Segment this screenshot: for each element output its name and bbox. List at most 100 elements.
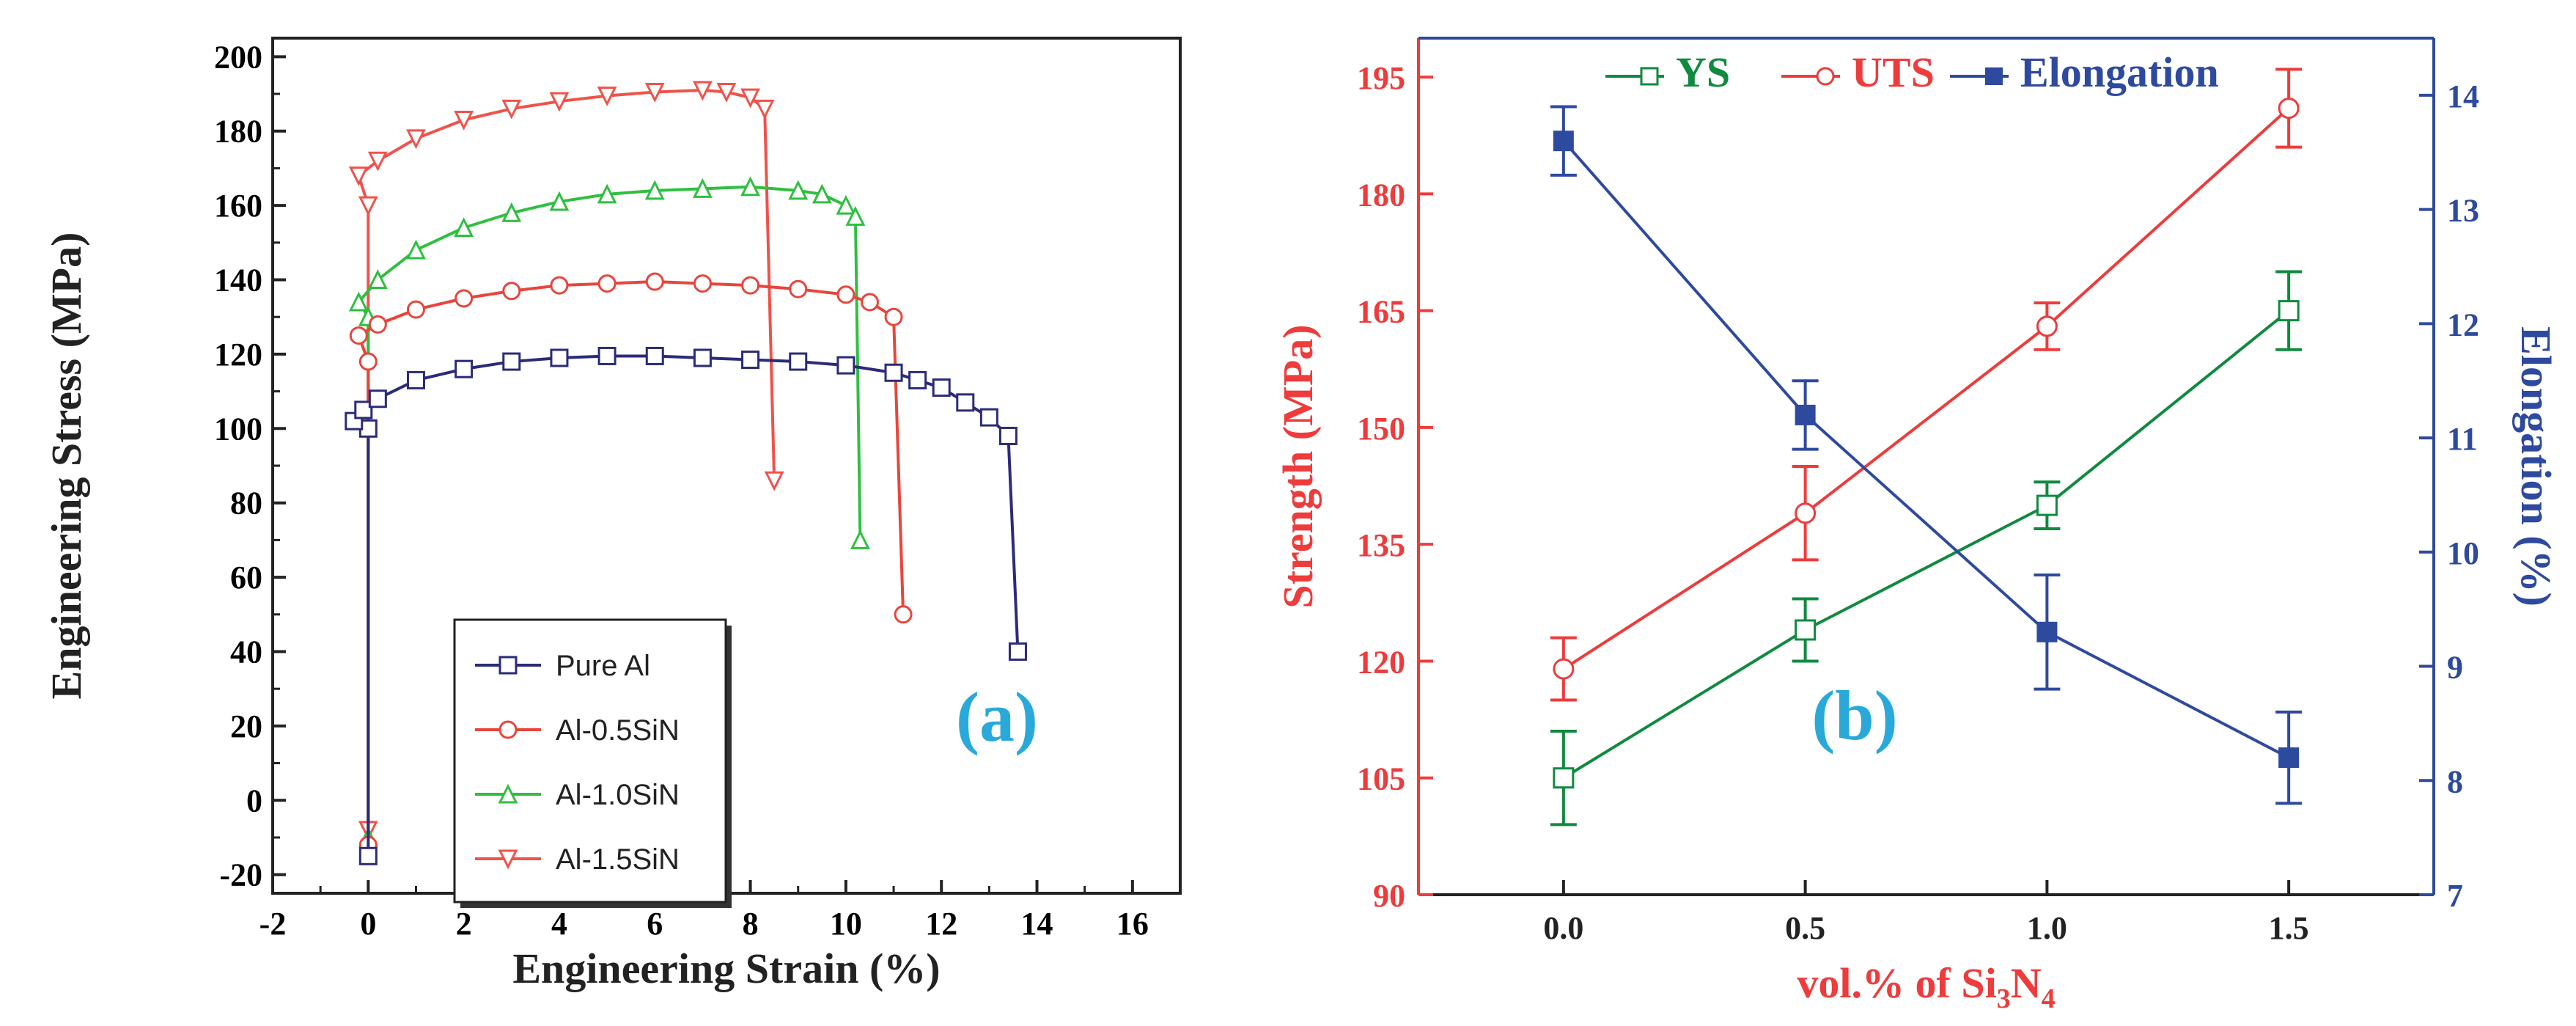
- data-point: [597, 274, 617, 293]
- data-point: [693, 274, 712, 293]
- data-point: [2278, 747, 2300, 769]
- legend-marker: [1640, 67, 1659, 86]
- data-point: [1553, 767, 1575, 789]
- data-point: [644, 180, 665, 200]
- left-y-tick-label: 195: [1357, 60, 1405, 96]
- data-point: [788, 180, 809, 200]
- x-label-subscript: 4: [2042, 983, 2056, 1014]
- x-tick-label: 10: [830, 906, 862, 942]
- y-tick-label: 140: [214, 263, 262, 298]
- data-point: [550, 348, 569, 367]
- left-y-tick-label: 150: [1357, 411, 1405, 447]
- x-label-part: vol.% of Si: [1797, 959, 1996, 1007]
- right-y-tick-label: 12: [2447, 307, 2479, 342]
- data-point: [644, 83, 665, 103]
- x-tick-label: 0.5: [1785, 910, 1825, 946]
- x-tick-label: 12: [925, 906, 957, 942]
- right-y-tick-label: 11: [2447, 421, 2478, 457]
- y-tick-label: -20: [219, 857, 262, 893]
- data-point: [979, 408, 998, 427]
- data-point: [2278, 98, 2300, 120]
- y-tick-label: 80: [230, 485, 262, 521]
- data-point: [998, 426, 1017, 445]
- data-point: [845, 205, 866, 226]
- left-y-tick-label: 105: [1357, 761, 1405, 797]
- data-point: [894, 605, 913, 624]
- y-tick-label: 180: [214, 114, 262, 150]
- data-point: [455, 289, 474, 308]
- data-point: [367, 269, 388, 290]
- data-point: [2036, 315, 2058, 337]
- data-point: [1553, 658, 1575, 680]
- data-point: [884, 363, 903, 382]
- data-point: [740, 176, 761, 197]
- legend-marker: [498, 656, 518, 675]
- right-y-tick-label: 14: [2447, 78, 2479, 114]
- data-point: [549, 191, 570, 211]
- data-point: [1553, 131, 1574, 152]
- data-point: [2278, 300, 2300, 322]
- legend-label: Elongation: [2020, 48, 2219, 96]
- x-tick-label: 1.0: [2027, 910, 2067, 946]
- data-point: [597, 87, 617, 106]
- data-point: [358, 196, 378, 216]
- data-point: [1008, 642, 1027, 661]
- data-point: [741, 276, 760, 295]
- x-tick-label: 2: [456, 906, 472, 942]
- left-y-axis-label: Strength (MPa): [1274, 324, 1322, 608]
- y-tick-label: 20: [230, 708, 262, 744]
- data-point: [884, 307, 903, 326]
- legend-marker: [1985, 67, 2003, 85]
- x-tick-label: 4: [551, 906, 567, 942]
- panel-label: (a): [956, 678, 1038, 756]
- legend-marker: [498, 849, 518, 870]
- right-y-tick-label: 8: [2447, 763, 2463, 799]
- x-tick-label: 14: [1021, 906, 1053, 942]
- right-y-axis-label: Elongation (%): [2512, 326, 2560, 607]
- data-point: [454, 111, 474, 131]
- y-axis-label: Engineering Stress (MPa): [43, 232, 90, 700]
- x-tick-label: 8: [743, 906, 759, 942]
- data-point: [932, 378, 951, 397]
- y-tick-label: 60: [230, 560, 262, 596]
- y-tick-label: 200: [214, 39, 262, 75]
- right-y-tick-label: 13: [2447, 193, 2479, 229]
- left-y-tick-label: 180: [1357, 177, 1405, 213]
- data-point: [550, 276, 569, 295]
- data-point: [455, 359, 474, 378]
- data-point: [645, 272, 664, 291]
- right-y-tick-label: 10: [2447, 535, 2479, 571]
- legend-label: Al-1.0SiN: [556, 779, 680, 811]
- data-point: [716, 83, 737, 103]
- data-point: [349, 326, 368, 345]
- x-axis-label: Engineering Strain (%): [512, 945, 940, 992]
- data-point: [502, 282, 521, 301]
- data-point: [908, 370, 927, 389]
- data-point: [501, 99, 522, 120]
- x-tick-label: 1.5: [2269, 910, 2309, 946]
- legend-label: Al-0.5SiN: [556, 714, 680, 747]
- data-point: [1795, 619, 1817, 641]
- data-point: [836, 356, 855, 375]
- data-point: [406, 129, 426, 150]
- series-line-Elongation: [1562, 139, 2290, 759]
- x-tick-label: 0: [360, 906, 376, 942]
- data-point: [740, 88, 761, 109]
- legend-marker: [498, 720, 518, 739]
- data-point: [1795, 502, 1817, 524]
- left-y-tick-label: 165: [1357, 294, 1405, 330]
- x-label-part: N: [2011, 959, 2042, 1007]
- data-point: [501, 202, 522, 222]
- x-tick-label: -2: [260, 906, 287, 942]
- data-point: [850, 530, 870, 549]
- data-point: [692, 177, 713, 198]
- data-point: [549, 92, 570, 112]
- x-axis-label: vol.% of Si3N4: [1797, 959, 2055, 1014]
- legend-label: Al-1.5SiN: [556, 843, 680, 876]
- data-point: [406, 300, 425, 319]
- x-tick-label: 6: [647, 906, 663, 942]
- data-point: [406, 370, 425, 389]
- data-point: [956, 393, 975, 412]
- y-tick-label: 100: [214, 411, 262, 447]
